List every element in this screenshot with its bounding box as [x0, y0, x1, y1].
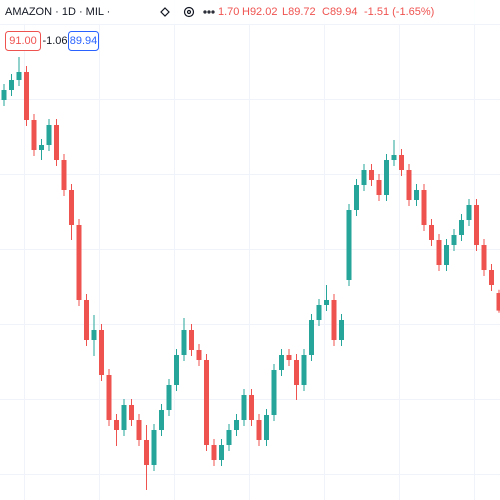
- candle-body: [384, 160, 389, 195]
- candle-body: [429, 225, 434, 240]
- candle-body: [136, 420, 142, 440]
- candle-body: [361, 170, 367, 185]
- candle-body: [99, 330, 104, 375]
- candle-body: [279, 355, 284, 370]
- candle-body: [151, 430, 157, 465]
- header-bg: [0, 0, 500, 24]
- candle-body: [61, 160, 67, 190]
- candle-body: [159, 410, 164, 430]
- candle-body: [114, 420, 119, 430]
- candle-body: [54, 125, 59, 160]
- candle-body: [219, 445, 224, 460]
- candle-body: [324, 300, 329, 305]
- ohlc-change: -1.51 (-1.65%): [364, 6, 434, 18]
- candle-body: [474, 205, 479, 245]
- candle-body: [196, 350, 202, 360]
- candle-body: [226, 430, 232, 445]
- candle-body: [481, 245, 487, 270]
- candle-body: [354, 185, 359, 210]
- candle-body: [391, 155, 397, 160]
- candle-body: [166, 385, 172, 410]
- candle-body: [189, 330, 194, 350]
- candle-body: [121, 405, 127, 430]
- candle-body: [46, 125, 52, 145]
- candle-body: [421, 190, 427, 225]
- candle-body: [9, 80, 14, 90]
- candle-body: [436, 240, 442, 265]
- candle-body: [1, 90, 7, 100]
- candle-body: [129, 405, 134, 420]
- candle-body: [16, 72, 22, 80]
- buy-button[interactable]: [68, 31, 99, 51]
- candle-body: [399, 155, 404, 170]
- header-icons: [160, 6, 215, 18]
- candle-body: [406, 170, 412, 200]
- candle-body: [69, 190, 74, 225]
- candle-body: [39, 145, 44, 150]
- candle-body: [489, 270, 494, 285]
- candle-body: [76, 225, 82, 300]
- candle-body: [451, 235, 457, 245]
- candle-body: [376, 180, 382, 195]
- sell-button[interactable]: [5, 31, 41, 51]
- candle-body: [496, 293, 500, 311]
- candle-body: [204, 360, 209, 445]
- candle-body: [234, 420, 239, 430]
- candle-body: [346, 210, 352, 280]
- candle-body: [181, 330, 187, 355]
- candle-body: [339, 320, 344, 340]
- candle-body: [316, 305, 322, 320]
- candle-body: [31, 120, 37, 150]
- ohlc-close: C89.94: [322, 6, 357, 18]
- candle-body: [84, 300, 89, 340]
- buy-price[interactable]: 89.94: [70, 35, 98, 47]
- candle-body: [294, 360, 299, 385]
- candle-body: [286, 355, 292, 360]
- ohlc-low: L89.72: [282, 6, 316, 18]
- spread: -1.06: [42, 35, 67, 47]
- candle-body: [24, 72, 29, 120]
- candle-body: [91, 330, 97, 340]
- candle-body: [211, 445, 217, 460]
- candle-body: [144, 440, 149, 465]
- ohlc-high: H92.02: [242, 6, 277, 18]
- sell-price[interactable]: 91.00: [9, 35, 37, 47]
- symbol-title: AMAZON · 1D · MIL ·: [5, 6, 110, 18]
- candle-body: [444, 245, 449, 265]
- candle-body: [309, 320, 314, 355]
- candle-body: [369, 170, 374, 180]
- ohlc-open: 1.70: [218, 6, 239, 18]
- candle-body: [264, 415, 269, 440]
- candles: [1, 57, 500, 490]
- candle-body: [459, 220, 464, 235]
- candle-body: [249, 395, 254, 420]
- candle-body: [174, 355, 179, 385]
- candle-body: [414, 190, 419, 200]
- candle-body: [301, 355, 307, 385]
- candle-body: [256, 420, 262, 440]
- candle-body: [106, 375, 112, 420]
- candle-body: [466, 205, 472, 220]
- candle-body: [241, 395, 247, 420]
- candle-body: [271, 370, 277, 415]
- candle-body: [331, 300, 337, 340]
